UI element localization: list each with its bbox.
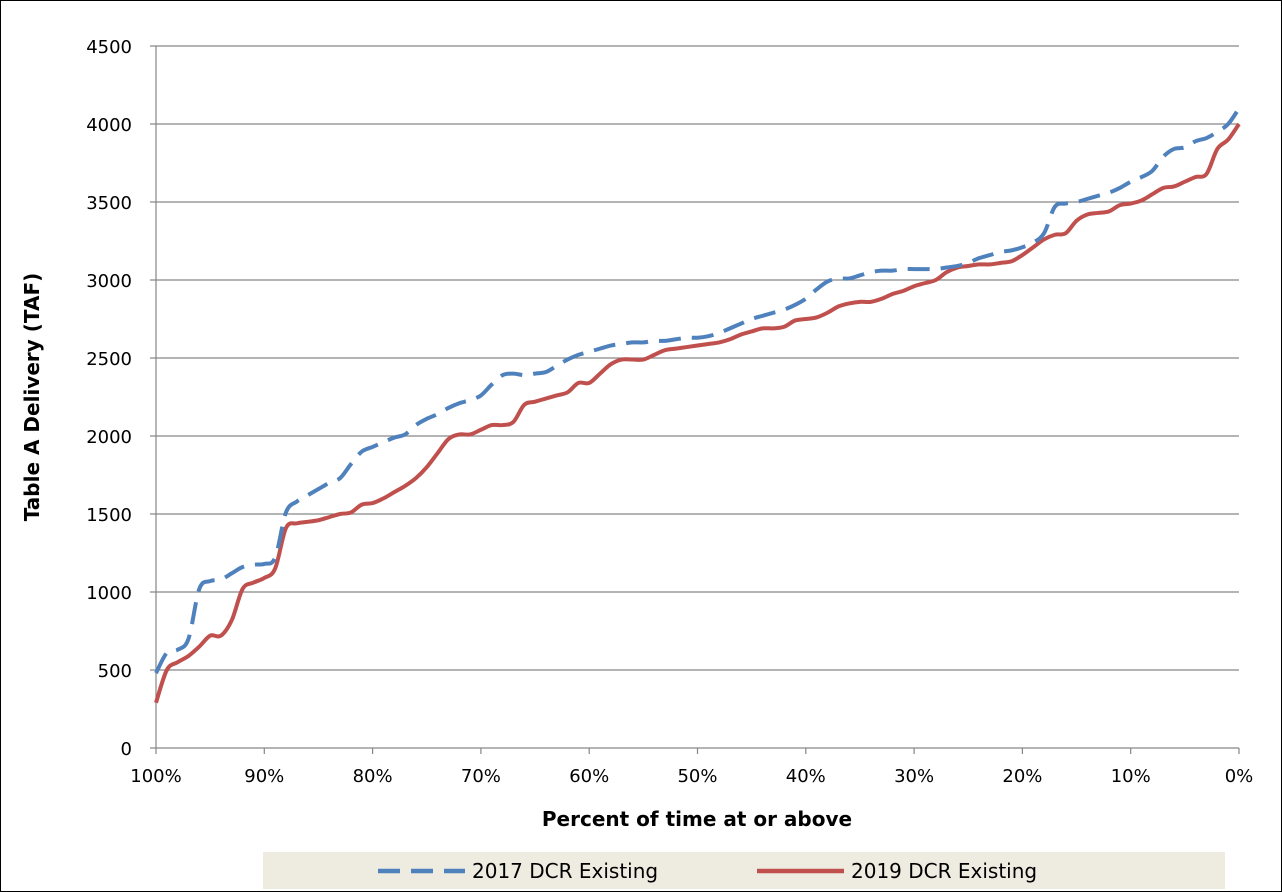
- y-tick-label-2500: 2500: [86, 349, 132, 370]
- x-tick-label-30pct: 30%: [894, 766, 934, 787]
- series-lines: [154, 107, 1241, 704]
- y-tick-label-0: 0: [121, 739, 132, 760]
- y-tick-label-4000: 4000: [86, 115, 132, 136]
- x-tick-label-50pct: 50%: [677, 766, 717, 787]
- legend: 2017 DCR Existing 2019 DCR Existing: [263, 852, 1225, 889]
- x-tick-label-90pct: 90%: [244, 766, 284, 787]
- y-tick-label-3500: 3500: [86, 193, 132, 214]
- x-tick-labels: 100% 90% 80% 70% 60% 50% 40% 30% 20% 10% 0%: [130, 766, 1253, 787]
- y-tick-label-1500: 1500: [86, 505, 132, 526]
- y-tick-label-1000: 1000: [86, 583, 132, 604]
- x-tick-label-0pct: 0%: [1225, 766, 1254, 787]
- y-tick-label-2000: 2000: [86, 427, 132, 448]
- x-tick-label-80pct: 80%: [353, 766, 393, 787]
- axes: [150, 45, 1240, 754]
- x-tick-label-100pct: 100%: [130, 766, 181, 787]
- legend-label-2019-dcr-existing: 2019 DCR Existing: [851, 859, 1037, 883]
- x-tick-label-40pct: 40%: [786, 766, 826, 787]
- legend-label-2017-dcr-existing: 2017 DCR Existing: [472, 859, 658, 883]
- x-tick-label-60pct: 60%: [569, 766, 609, 787]
- y-tick-label-3000: 3000: [86, 271, 132, 292]
- y-axis-title: Table A Delivery (TAF): [20, 273, 44, 522]
- series-line-2017-dcr-existing: [154, 107, 1241, 675]
- gridlines: [156, 45, 1239, 671]
- y-tick-labels: 0 500 1000 1500 2000 2500 3000 3500 4000 4500: [86, 37, 132, 760]
- x-axis-title: Percent of time at or above: [542, 807, 852, 831]
- y-tick-label-4500: 4500: [86, 37, 132, 58]
- series-line-2019-dcr-existing: [154, 122, 1241, 704]
- x-tick-label-10pct: 10%: [1111, 766, 1151, 787]
- x-tick-label-20pct: 20%: [1002, 766, 1042, 787]
- legend-background: [263, 852, 1225, 889]
- y-tick-label-500: 500: [98, 661, 132, 682]
- x-tick-label-70pct: 70%: [461, 766, 501, 787]
